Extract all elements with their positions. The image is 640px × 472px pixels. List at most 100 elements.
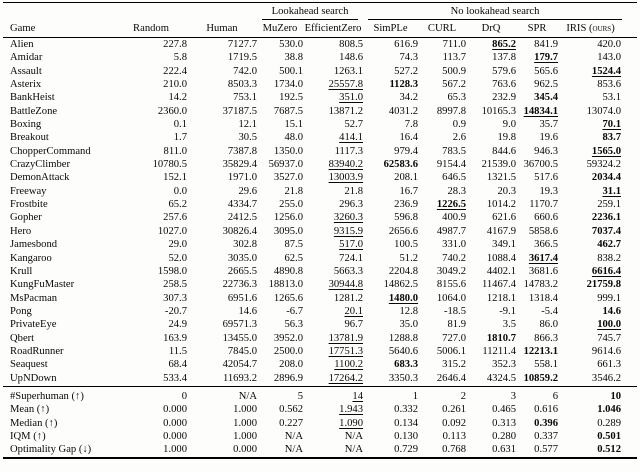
- score-cell: 34.2: [399, 92, 419, 104]
- score-cell: 7127.7: [227, 39, 257, 50]
- score-cell: 255.0: [279, 199, 303, 211]
- game-name: Alien: [10, 39, 34, 50]
- score-cell: 307.3: [163, 292, 187, 304]
- score-cell: 5: [297, 390, 303, 402]
- score-cell: 100.0: [597, 319, 622, 331]
- score-cell: 1256.0: [273, 212, 303, 224]
- game-name: DemonAttack: [10, 172, 70, 184]
- score-cell: 1263.1: [333, 65, 364, 77]
- game-name: CrazyClimber: [10, 159, 71, 171]
- game-row: Breakout 1.7 30.5 48.0 414.1 16.4 2.6 19.8 19.6 8…: [3, 131, 637, 144]
- game-row: Kangaroo 52.0 3035.0 62.5 724.1 51.2 740.2 1088…: [3, 252, 637, 265]
- score-cell: 2412.5: [227, 212, 257, 224]
- score-cell: 753.1: [233, 92, 257, 104]
- metric-name: IQM (↑): [10, 430, 46, 442]
- score-cell: 517.0: [339, 239, 364, 251]
- game-name: Freeway: [10, 185, 47, 197]
- score-cell: 15.1: [284, 119, 303, 131]
- score-cell: 62.5: [284, 252, 303, 264]
- game-row: Boxing 0.1 12.1 15.1 52.7 7.8 0.9 9.0 35.7 70.1: [3, 118, 637, 131]
- score-cell: 0.631: [492, 444, 517, 456]
- score-cell: 21539.0: [481, 159, 517, 171]
- score-cell: 0.396: [534, 417, 559, 429]
- score-cell: 1088.4: [486, 252, 517, 264]
- score-cell: 3260.3: [333, 212, 364, 224]
- table-header: Lookahead search No lookahead search Gam…: [3, 3, 638, 38]
- score-cell: 87.5: [284, 239, 303, 251]
- score-cell: 331.0: [442, 239, 467, 251]
- score-cell: 148.6: [339, 52, 364, 64]
- score-cell: 596.8: [394, 212, 419, 224]
- score-cell: 11693.2: [222, 372, 257, 384]
- score-cell: 25557.8: [328, 79, 364, 91]
- score-cell: 3.5: [502, 319, 517, 331]
- score-cell: 1.943: [339, 404, 364, 416]
- game-name: BankHeist: [10, 92, 55, 104]
- score-cell: 4167.9: [486, 225, 517, 237]
- column-header-muzero: MuZero: [257, 20, 303, 38]
- game-row: Qbert 163.9 13455.0 3952.0 13781.9 1288.8 727.…: [3, 332, 637, 345]
- score-cell: 21759.8: [586, 279, 622, 291]
- score-cell: 35829.4: [222, 159, 257, 171]
- score-cell: 616.9: [394, 39, 419, 50]
- score-cell: 83940.2: [328, 159, 364, 171]
- summary-row: #Superhuman (↑) 0 N/A 5 14 1 2 3 6 10: [3, 387, 637, 403]
- game-name: Assault: [10, 65, 42, 77]
- score-cell: 302.8: [233, 239, 257, 251]
- score-cell: 52.7: [344, 119, 364, 131]
- metric-name: #Superhuman (↑): [10, 390, 84, 402]
- score-cell: 4031.2: [388, 105, 419, 117]
- score-cell: 10859.2: [523, 372, 559, 384]
- score-cell: 4402.1: [486, 265, 517, 277]
- score-cell: 1524.4: [591, 65, 622, 77]
- score-cell: 742.0: [233, 65, 257, 77]
- score-cell: 979.4: [394, 145, 419, 157]
- score-cell: 0.000: [163, 404, 187, 416]
- score-cell: 740.2: [442, 252, 467, 264]
- score-cell: 0.261: [442, 404, 467, 416]
- score-cell: 6616.4: [591, 265, 622, 277]
- score-cell: 38.8: [284, 52, 303, 64]
- score-cell: 13455.0: [222, 332, 257, 344]
- game-name: MsPacman: [10, 292, 58, 304]
- score-cell: 8997.8: [436, 105, 467, 117]
- score-cell: 2.6: [452, 132, 467, 144]
- score-cell: 5640.6: [388, 345, 419, 357]
- score-cell: 179.7: [534, 52, 559, 64]
- score-cell: N/A: [284, 430, 303, 442]
- score-cell: 30944.8: [328, 279, 364, 291]
- score-cell: 1.000: [233, 417, 257, 429]
- column-header-drq: DrQ: [466, 20, 517, 38]
- score-cell: 232.9: [492, 92, 517, 104]
- score-cell: 1170.7: [529, 199, 559, 211]
- score-cell: 3952.0: [273, 332, 303, 344]
- score-cell: 0.616: [534, 404, 559, 416]
- score-cell: 1318.4: [528, 292, 559, 304]
- score-cell: 660.6: [534, 212, 559, 224]
- score-cell: 1128.3: [389, 79, 419, 91]
- score-cell: 530.0: [279, 39, 303, 50]
- score-cell: 1218.1: [486, 292, 517, 304]
- score-cell: 1971.0: [227, 172, 257, 184]
- score-cell: 13781.9: [328, 332, 364, 344]
- score-cell: 10165.3: [481, 105, 517, 117]
- score-cell: 661.3: [597, 359, 622, 371]
- score-cell: 14783.2: [523, 279, 559, 291]
- game-row: Asterix 210.0 8503.3 1734.0 25557.8 1128.3 567…: [3, 78, 637, 91]
- score-cell: 1027.0: [157, 225, 187, 237]
- score-cell: 137.8: [492, 52, 517, 64]
- score-cell: 29.6: [238, 185, 257, 197]
- game-name: Jamesbond: [10, 239, 58, 251]
- score-cell: 0.562: [279, 404, 303, 416]
- game-row: Freeway 0.0 29.6 21.8 21.8 16.7 28.3 20.3 19.3 31…: [3, 185, 637, 198]
- score-cell: 5006.1: [436, 345, 467, 357]
- game-row: Krull 1598.0 2665.5 4890.8 5663.3 2204.8 3049.…: [3, 265, 637, 278]
- score-cell: 414.1: [339, 132, 364, 144]
- score-cell: 462.7: [597, 239, 622, 251]
- score-cell: N/A: [238, 390, 257, 402]
- score-cell: 74.3: [399, 52, 419, 64]
- column-header-iris: IRIS (ours): [558, 20, 638, 38]
- score-cell: 0.313: [492, 417, 517, 429]
- score-cell: 0.465: [492, 404, 517, 416]
- score-cell: 2656.6: [388, 225, 419, 237]
